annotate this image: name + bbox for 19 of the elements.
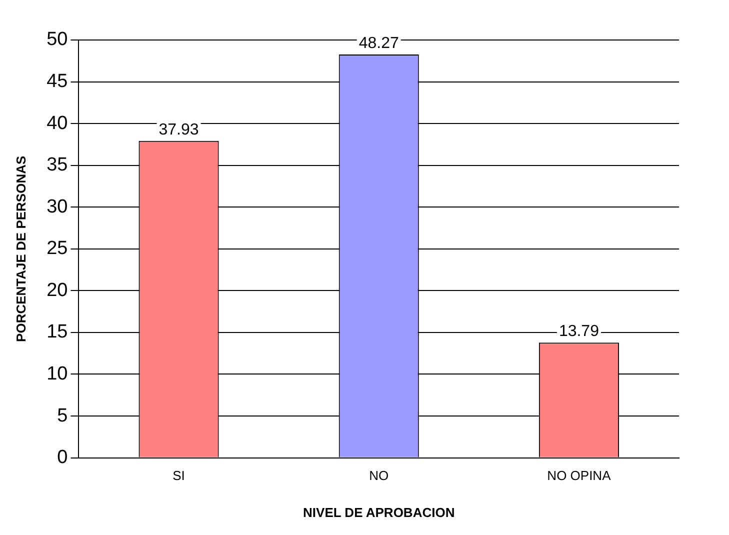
y-tick-label: 40 [46,112,68,134]
data-label: 48.27 [358,34,399,52]
x-tick-label: NO [369,468,389,484]
y-tick-label: 25 [46,238,68,260]
y-tick-label: 15 [46,322,68,343]
y-tick-label: 30 [46,196,68,218]
y-tick-label: 10 [46,363,68,384]
y-tick-label: 35 [46,154,68,176]
y-tick-label: 45 [46,71,68,92]
y-tick-label: 0 [57,447,68,468]
data-label: 13.79 [558,322,600,340]
x-axis-title: NIVEL DE APROBACION [303,504,455,520]
y-tick-label: 5 [57,405,68,426]
x-tick-label: SI [172,468,185,484]
y-axis-title: PORCENTAJE DE PERSONAS [13,156,28,342]
y-tick-label: 50 [46,29,68,50]
y-tick-label: 20 [46,280,68,301]
data-label: 37.93 [158,121,199,138]
x-tick-label: NO OPINA [547,468,612,484]
